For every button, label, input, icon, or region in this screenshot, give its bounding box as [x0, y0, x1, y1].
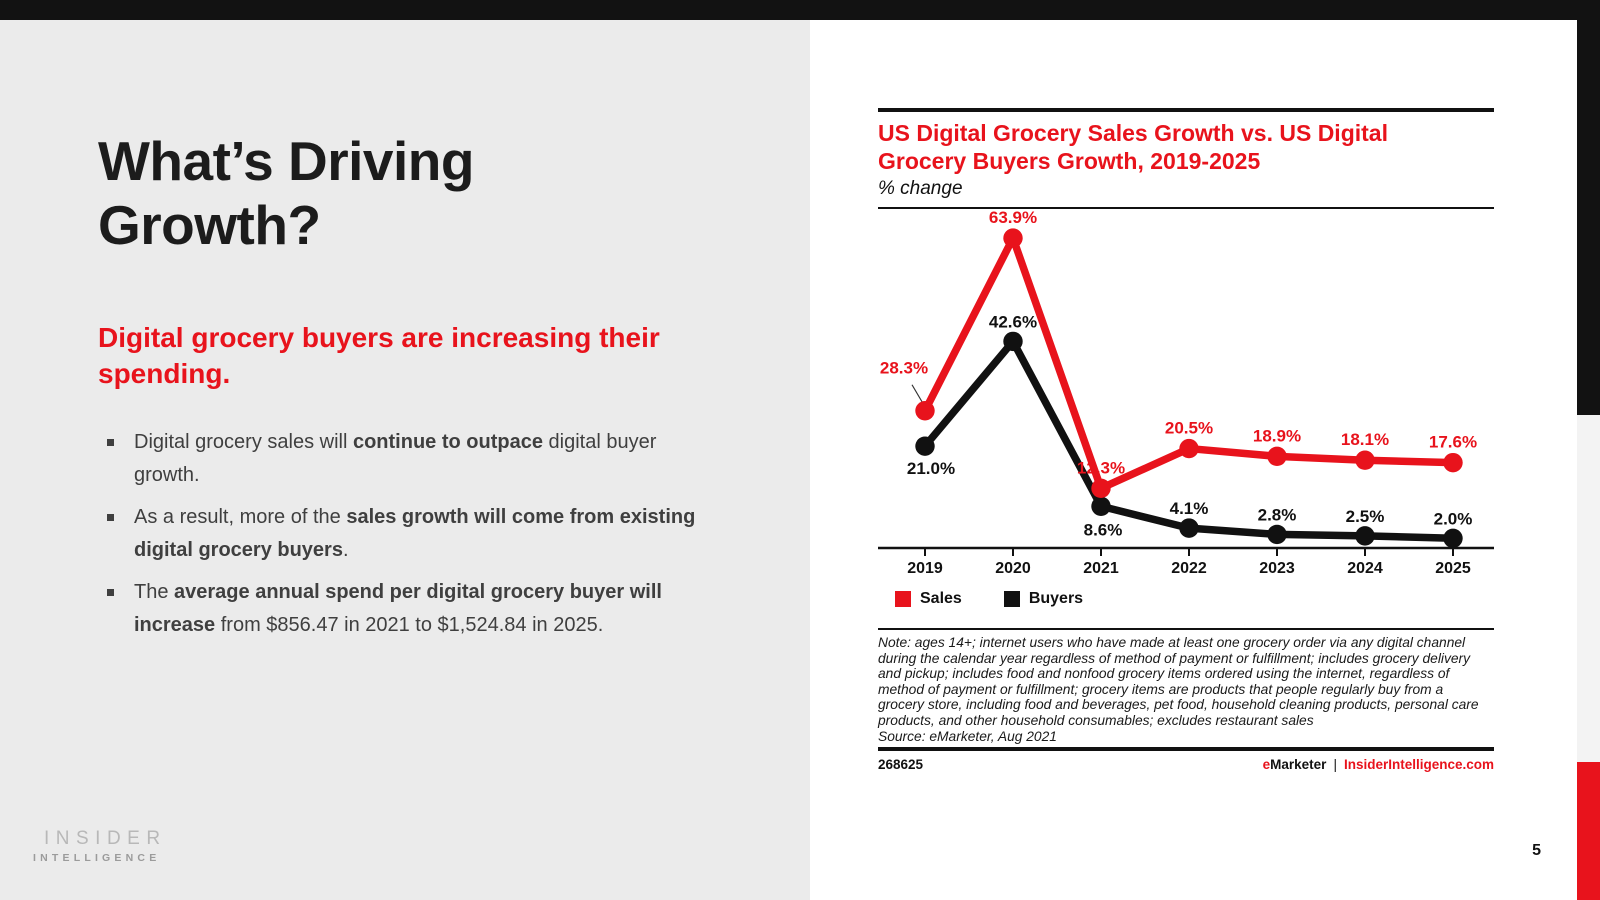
buyers-point: [1003, 331, 1023, 352]
brand-divider: |: [1333, 757, 1337, 773]
legend-label: Sales: [920, 590, 962, 608]
right-accent-strip-black: [1577, 20, 1600, 415]
sales-point: [915, 401, 935, 421]
sales-value-label: 28.3%: [880, 359, 928, 378]
sales-point: [1443, 453, 1463, 473]
brand-attribution: eMarketer | InsiderIntelligence.com: [1263, 757, 1494, 772]
sales-point: [1179, 438, 1199, 459]
buyers-point: [1355, 526, 1375, 546]
buyers-value-label: 4.1%: [1170, 499, 1209, 518]
x-axis-label: 2020: [995, 560, 1031, 577]
buyers-value-label: 2.8%: [1258, 506, 1297, 525]
sales-point: [1003, 228, 1023, 248]
buyers-value-label: 8.6%: [1084, 520, 1123, 539]
chart-title: US Digital Grocery Sales Growth vs. US D…: [878, 120, 1388, 175]
bullet-item: Digital grocery sales will continue to o…: [107, 426, 707, 492]
chart-legend: Sales Buyers: [878, 589, 1494, 609]
legend-swatch-sales: [895, 591, 911, 608]
chart-subtitle-rule: [878, 207, 1494, 210]
buyers-point: [1091, 496, 1111, 517]
buyers-value-label: 42.6%: [989, 312, 1037, 331]
page-number: 5: [1532, 842, 1541, 859]
chart-footer: 268625 eMarketer | InsiderIntelligence.com: [878, 757, 1494, 772]
buyers-point: [915, 436, 935, 456]
sales-value-label: 18.1%: [1341, 430, 1389, 449]
x-axis-label: 2021: [1083, 560, 1119, 577]
chart-footer-rule: [878, 747, 1494, 752]
right-accent-strip-gray: [1577, 415, 1600, 762]
buyers-point: [1267, 524, 1287, 545]
emarketer-logo-e: e: [1262, 757, 1271, 773]
bullet-list: Digital grocery sales will continue to o…: [107, 426, 707, 642]
buyers-value-label: 2.0%: [1434, 509, 1473, 528]
chart-source: Source: eMarketer, Aug 2021: [878, 728, 1057, 744]
insider-intelligence-logo: INSIDER INTELLIGENCE: [33, 828, 167, 864]
bullet-item: The average annual spend per digital gro…: [107, 576, 707, 642]
sales-point: [1267, 446, 1287, 467]
slide-title: What’s Driving Growth?: [98, 130, 475, 256]
x-axis-label: 2025: [1435, 560, 1471, 577]
chart-note: Note: ages 14+; internet users who have …: [878, 635, 1479, 729]
x-axis-label: 2023: [1259, 560, 1295, 577]
sales-point: [1091, 478, 1111, 499]
logo-word-intelligence: INTELLIGENCE: [33, 852, 161, 864]
chart-panel: US Digital Grocery Sales Growth vs. US D…: [810, 20, 1577, 900]
insider-intelligence-link[interactable]: InsiderIntelligence.com: [1343, 757, 1494, 773]
sales-value-label: 20.5%: [1165, 419, 1213, 438]
legend-item: Sales: [895, 590, 962, 608]
sales-value-label: 18.9%: [1253, 426, 1301, 445]
growth-line-chart: 2019 2020 2021 2022 2023 2024 2025 28.3% 63.9% 12…: [878, 208, 1494, 577]
buyers-point: [1443, 528, 1463, 549]
slide-subtitle: Digital grocery buyers are increasing th…: [98, 321, 660, 389]
note-top-rule: [878, 628, 1494, 631]
x-axis-label: 2024: [1347, 560, 1383, 577]
buyers-value-label: 2.5%: [1346, 507, 1385, 526]
chart-id-number: 268625: [878, 757, 924, 773]
sales-value-label: 17.6%: [1429, 433, 1477, 452]
bullet-item: As a result, more of the sales growth wi…: [107, 501, 707, 567]
top-accent-bar: [0, 0, 1600, 20]
sales-point: [1355, 450, 1375, 471]
x-axis-label: 2022: [1171, 560, 1207, 577]
legend-label: Buyers: [1028, 590, 1084, 608]
label-connector-line: [911, 384, 923, 403]
buyers-value-label: 21.0%: [907, 459, 955, 478]
right-accent-strip-red: [1577, 762, 1600, 900]
text-panel: What’s Driving Growth? Digital grocery b…: [0, 20, 810, 900]
x-axis-label: 2019: [907, 560, 943, 577]
legend-item: Buyers: [1003, 590, 1084, 608]
chart-title-top-rule: [878, 108, 1494, 112]
sales-value-label: 63.9%: [989, 208, 1037, 227]
chart-subtitle: % change: [878, 178, 963, 200]
logo-word-insider: INSIDER: [44, 828, 167, 849]
buyers-point: [1179, 518, 1199, 538]
legend-swatch-buyers: [1003, 591, 1020, 608]
sales-value-label: 12.3%: [1077, 458, 1125, 477]
emarketer-logo-rest: Marketer: [1270, 757, 1327, 773]
